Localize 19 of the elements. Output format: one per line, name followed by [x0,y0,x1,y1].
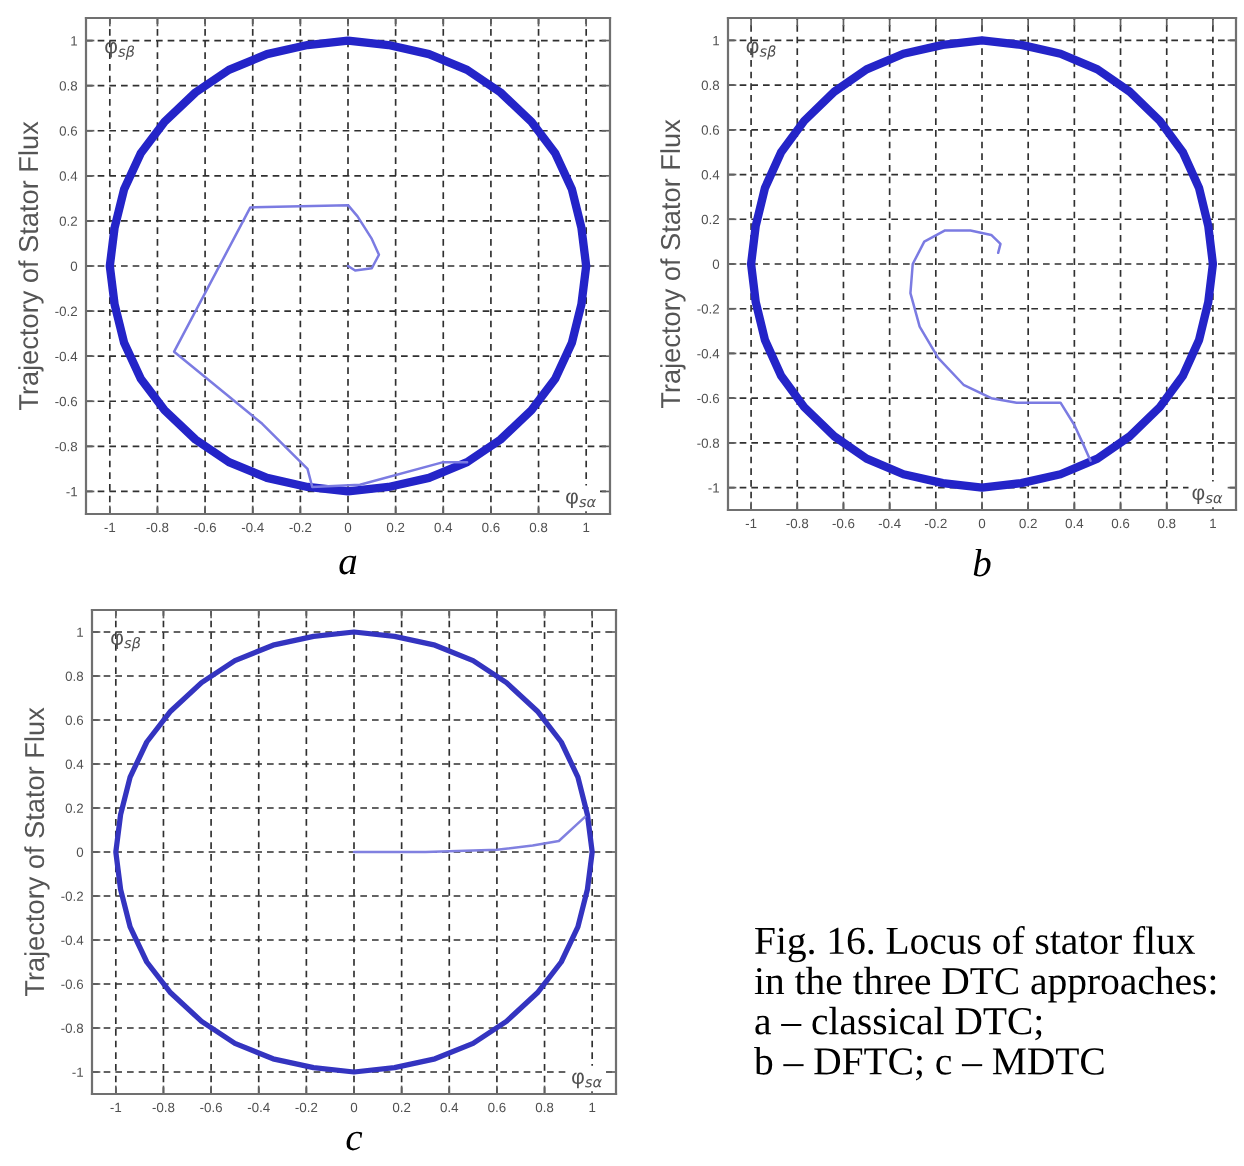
line-series [909,229,1092,463]
y-axis-title: Trajectory of Stator Flux [18,121,44,411]
annotation: φ$_{sβ}$ [111,633,141,652]
y-axis-title: Trajectory of Stator Flux [660,119,686,409]
x-axis-title: φ$_{sα}$ [1192,488,1223,505]
caption: Fig. 16. Locus of stator flux in the three DTC approaches: a – classical DTC; b – DFTC; c – MDTC [754,926,1216,1081]
text: b [973,549,991,577]
line-series [105,36,591,496]
y-axis-title: Trajectory of Stator Flux [24,707,50,997]
line-series [746,36,1218,492]
line-series [172,203,469,489]
annotation: φ$_{sβ}$ [746,41,776,60]
line-series [352,815,587,854]
annotation: φ$_{sβ}$ [105,42,135,60]
text: c [346,1131,363,1151]
text: a [339,555,357,575]
x-axis-title: φ$_{sα}$ [572,1072,602,1089]
x-axis-title: φ$_{sα}$ [566,492,596,508]
line-series [113,629,595,1075]
